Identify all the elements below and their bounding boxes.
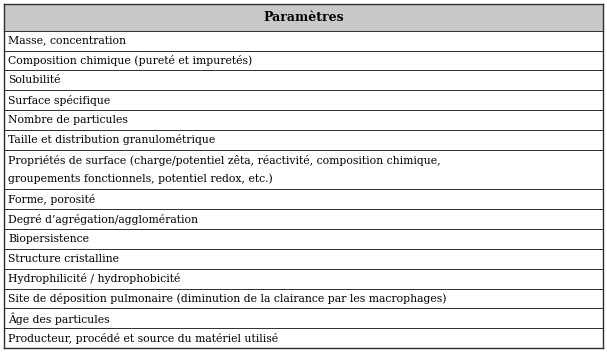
Bar [4, 4, 603, 31]
Bar [4, 70, 603, 90]
Bar [4, 51, 603, 70]
Bar [4, 249, 603, 269]
Text: Masse, concentration: Masse, concentration [8, 36, 126, 46]
Bar [4, 150, 603, 189]
Bar [4, 308, 603, 328]
Bar [4, 31, 603, 51]
Bar [4, 130, 603, 150]
Text: Taille et distribution granulométrique: Taille et distribution granulométrique [8, 134, 215, 145]
Bar [4, 328, 603, 348]
Bar [4, 189, 603, 209]
Text: groupements fonctionnels, potentiel redox, etc.): groupements fonctionnels, potentiel redo… [8, 174, 273, 184]
Text: Forme, porosité: Forme, porosité [8, 194, 95, 205]
Text: Nombre de particules: Nombre de particules [8, 115, 128, 125]
Text: Producteur, procédé et source du matériel utilisé: Producteur, procédé et source du matérie… [8, 333, 278, 344]
Text: Degré d’agrégation/agglomération: Degré d’agrégation/agglomération [8, 214, 198, 225]
Text: Composition chimique (pureté et impuretés): Composition chimique (pureté et impureté… [8, 55, 253, 66]
Text: Biopersistence: Biopersistence [8, 234, 89, 244]
Bar [4, 209, 603, 229]
Text: Propriétés de surface (charge/potentiel zêta, réactivité, composition chimique,: Propriétés de surface (charge/potentiel … [8, 155, 441, 166]
Bar [4, 229, 603, 249]
Text: Paramètres: Paramètres [263, 11, 344, 24]
Text: Surface spécifique: Surface spécifique [8, 95, 110, 106]
Text: Site de déposition pulmonaire (diminution de la clairance par les macrophages): Site de déposition pulmonaire (diminutio… [8, 293, 447, 304]
Bar [4, 289, 603, 308]
Text: Âge des particules: Âge des particules [8, 312, 110, 325]
Bar [4, 269, 603, 289]
Text: Structure cristalline: Structure cristalline [8, 254, 119, 264]
Text: Hydrophilicité / hydrophobicité: Hydrophilicité / hydrophobicité [8, 273, 180, 284]
Text: Solubilité: Solubilité [8, 75, 61, 85]
Bar [4, 90, 603, 110]
Bar [4, 110, 603, 130]
